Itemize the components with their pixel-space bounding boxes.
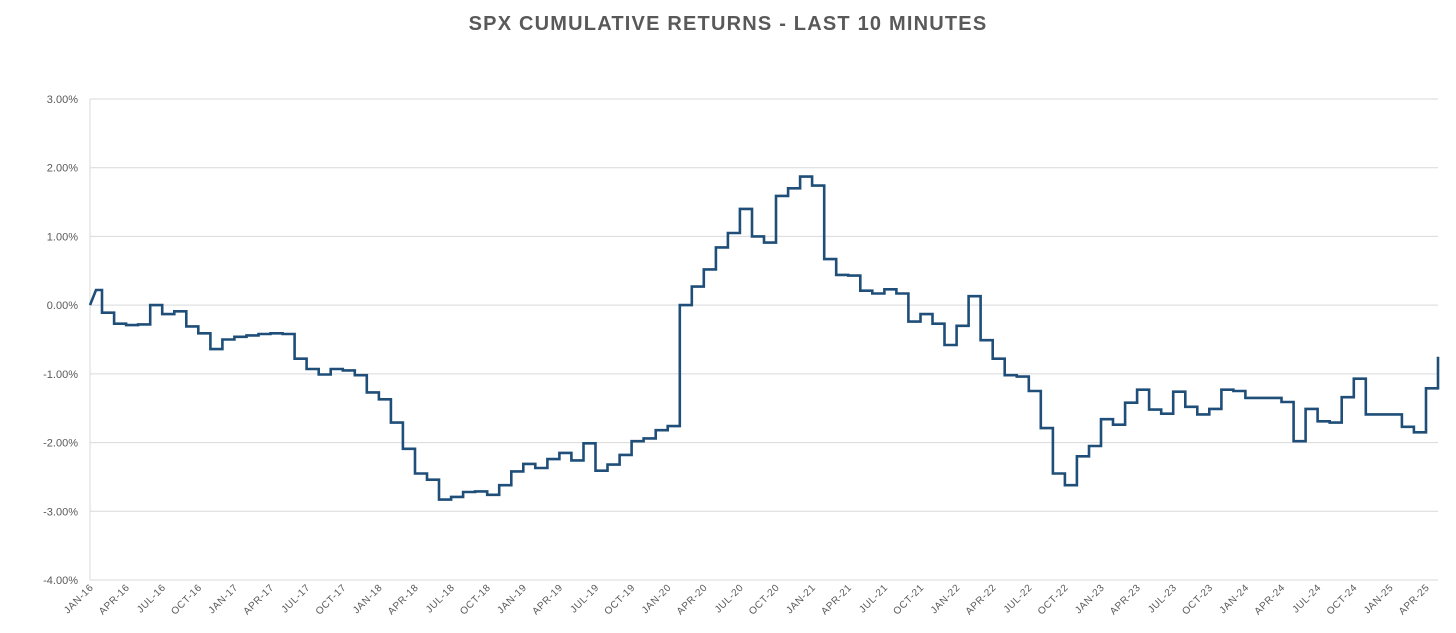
x-tick-label: JUL-21 — [857, 582, 890, 615]
x-tick-label: OCT-20 — [747, 582, 782, 617]
x-tick-label: APR-22 — [964, 582, 999, 617]
x-axis-tick-labels: JAN-16 APR-16 JUL-16 OCT-16 JAN-17 APR-17 JUL-… — [62, 582, 1432, 617]
y-tick-label: -1.00% — [43, 369, 78, 381]
x-tick-label: JAN-18 — [351, 582, 385, 616]
x-tick-label: OCT-22 — [1036, 582, 1071, 617]
y-tick-label: 1.00% — [47, 231, 78, 243]
x-tick-label: OCT-16 — [169, 582, 204, 617]
x-tick-label: APR-20 — [675, 582, 710, 617]
x-tick-label: JUL-17 — [280, 582, 313, 615]
x-tick-label: APR-24 — [1253, 582, 1288, 617]
y-tick-label: 0.00% — [47, 300, 78, 312]
x-tick-label: JAN-21 — [784, 582, 818, 616]
x-tick-label: JAN-24 — [1218, 582, 1252, 616]
x-tick-label: OCT-24 — [1325, 582, 1360, 617]
x-tick-label: JUL-16 — [135, 582, 168, 615]
x-tick-label: APR-18 — [386, 582, 421, 617]
x-tick-label: JUL-19 — [568, 582, 601, 615]
x-tick-label: APR-21 — [819, 582, 854, 617]
y-tick-label: 3.00% — [47, 94, 78, 106]
x-tick-label: OCT-18 — [458, 582, 493, 617]
x-tick-label: JUL-23 — [1146, 582, 1179, 615]
x-tick-label: APR-16 — [97, 582, 132, 617]
x-tick-label: JAN-16 — [62, 582, 96, 616]
x-tick-label: JAN-25 — [1362, 582, 1396, 616]
x-tick-label: JAN-22 — [929, 582, 963, 616]
x-tick-label: OCT-19 — [603, 582, 638, 617]
y-axis-tick-labels: 3.00% 2.00% 1.00% 0.00% -1.00% -2.00% -3.00% -4… — [43, 94, 78, 587]
x-tick-label: APR-17 — [242, 582, 277, 617]
y-tick-label: 2.00% — [47, 163, 78, 175]
x-tick-label: JAN-20 — [640, 582, 674, 616]
x-tick-label: JAN-17 — [207, 582, 241, 616]
y-tick-label: -4.00% — [43, 575, 78, 587]
chart-title: SPX CUMULATIVE RETURNS - LAST 10 MINUTES — [468, 13, 988, 35]
x-tick-label: JUL-22 — [1002, 582, 1035, 615]
x-tick-label: JUL-24 — [1291, 582, 1324, 615]
series-layer — [88, 175, 1440, 501]
x-tick-label: JUL-20 — [713, 582, 746, 615]
x-tick-label: APR-25 — [1397, 582, 1432, 617]
series-line — [88, 175, 1440, 501]
x-tick-label: OCT-21 — [891, 582, 926, 617]
x-tick-label: JUL-18 — [424, 582, 457, 615]
gridlines — [89, 98, 1438, 581]
x-tick-label: APR-23 — [1108, 582, 1143, 617]
x-tick-label: OCT-17 — [314, 582, 349, 617]
x-tick-label: JAN-19 — [495, 582, 529, 616]
x-tick-label: OCT-23 — [1180, 582, 1215, 617]
y-tick-label: -3.00% — [43, 506, 78, 518]
y-tick-label: -2.00% — [43, 438, 78, 450]
x-tick-label: APR-19 — [530, 582, 565, 617]
x-tick-label: JAN-23 — [1073, 582, 1107, 616]
